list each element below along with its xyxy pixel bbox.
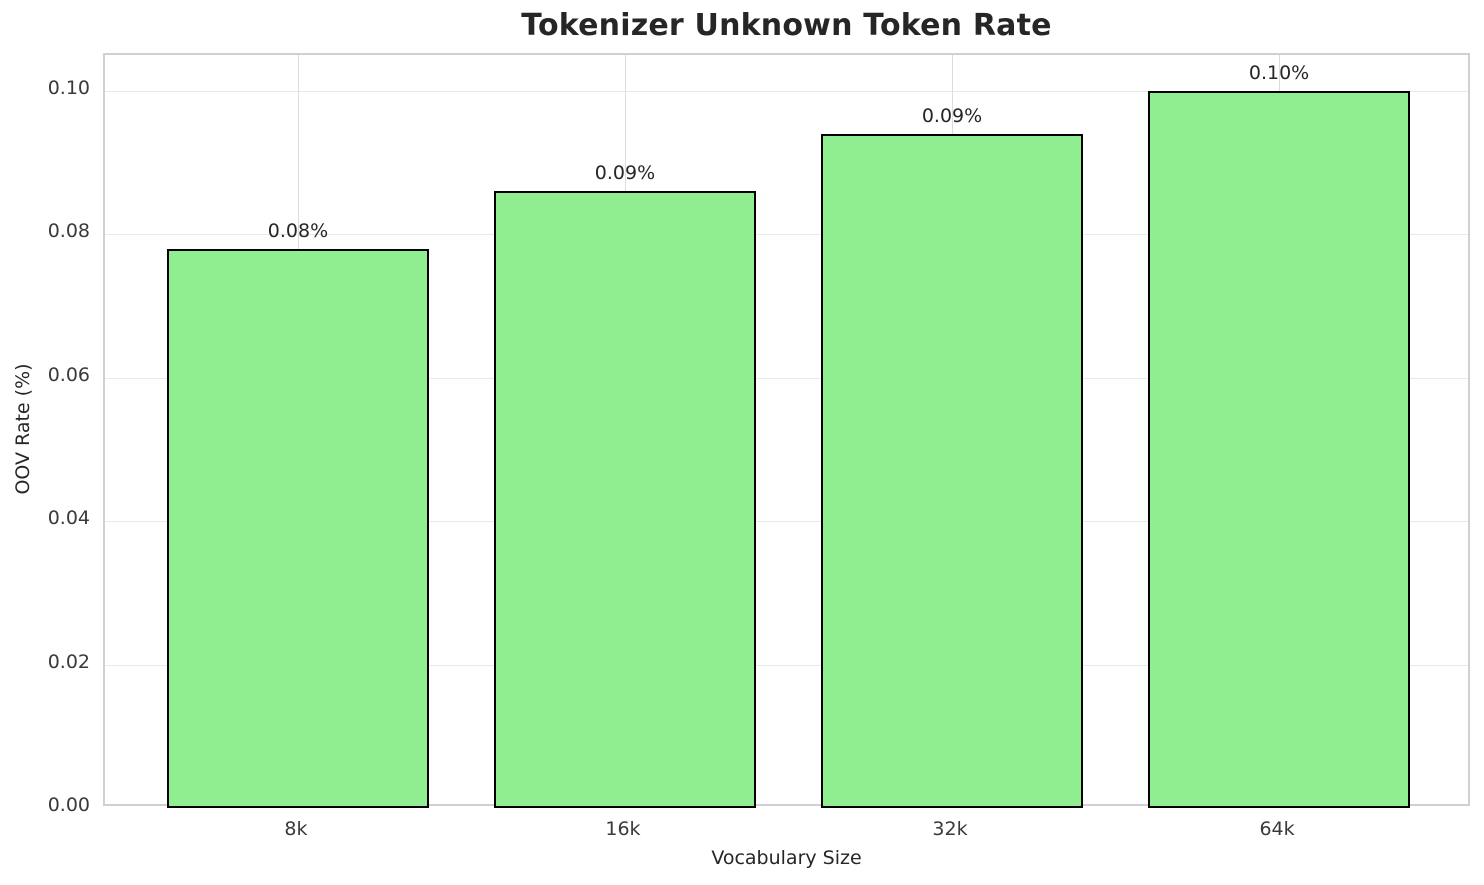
plot-area: 0.08% 0.09% 0.09% 0.10% [103,53,1470,808]
bar-value-label: 0.09% [594,162,656,185]
y-tick-label: 0.02 [47,650,90,673]
y-tick-label: 0.00 [47,794,90,816]
y-gridline [105,521,1468,523]
y-tick-label: 0.06 [47,363,90,386]
bar-16k [494,191,756,808]
bar-value-label: 0.08% [267,219,329,242]
x-tick-label: 8k [284,818,308,840]
chart-title: Tokenizer Unknown Token Rate [521,8,1052,43]
x-tick-label: 64k [1259,818,1295,840]
x-tick-label: 16k [605,818,641,840]
y-gridline [105,377,1468,379]
bar-32k [821,133,1083,808]
bar-64k [1148,90,1410,808]
y-tick-label: 0.08 [47,220,90,243]
y-tick-label: 0.04 [47,507,90,530]
bar-value-label: 0.10% [1248,61,1310,84]
y-gridline [105,90,1468,92]
x-axis-label: Vocabulary Size [711,847,862,869]
bar-value-label: 0.09% [921,104,983,127]
y-gridline [105,234,1468,236]
bar-8k [167,248,429,808]
y-tick-label: 0.10 [47,76,90,99]
y-gridline [105,664,1468,666]
x-tick-label: 32k [932,818,968,840]
